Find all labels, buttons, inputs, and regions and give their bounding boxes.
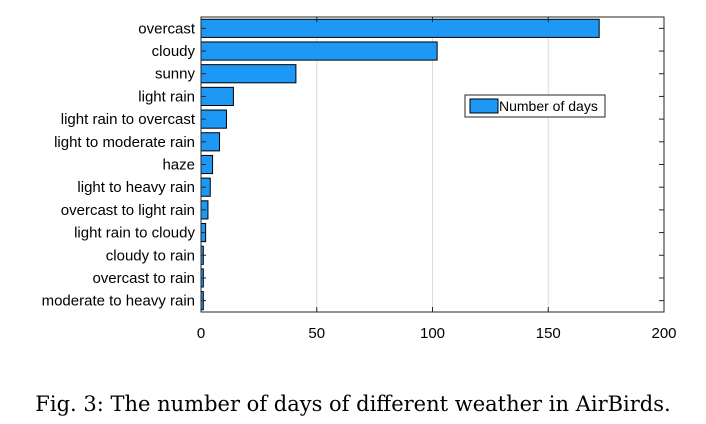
category-label: sunny — [155, 66, 196, 83]
x-tick-labels: 0 50 100 150 200 — [197, 325, 677, 342]
bar — [200, 41, 438, 61]
category-label: moderate to heavy rain — [42, 293, 195, 310]
category-label: overcast to light rain — [61, 202, 195, 219]
category-label: cloudy to rain — [106, 247, 195, 264]
legend-swatch — [469, 98, 499, 114]
bars — [200, 18, 600, 311]
bar — [200, 64, 297, 84]
category-label: light to moderate rain — [54, 134, 195, 151]
x-tick-label: 150 — [536, 325, 561, 342]
category-label: overcast — [138, 20, 196, 37]
figure-caption: Fig. 3: The number of days of different … — [35, 392, 671, 416]
bar — [200, 18, 600, 38]
category-labels: overcast cloudy sunny light rain light rain … — [42, 20, 196, 309]
x-tick-label: 50 — [308, 325, 325, 342]
category-label: cloudy — [152, 43, 196, 60]
category-label: light rain — [138, 88, 195, 105]
x-tick-label: 0 — [197, 325, 205, 342]
legend-box — [464, 94, 606, 118]
legend: Number of days — [464, 94, 606, 118]
ticks — [200, 17, 665, 312]
legend-label: Number of days — [499, 98, 598, 114]
category-label: light rain to overcast — [61, 111, 196, 128]
category-label: haze — [162, 157, 195, 174]
x-tick-label: 200 — [651, 325, 676, 342]
x-tick-label: 100 — [420, 325, 445, 342]
category-label: light to heavy rain — [77, 179, 195, 196]
category-label: light rain to cloudy — [74, 225, 195, 242]
category-label: overcast to rain — [92, 270, 195, 287]
grid-lines — [316, 17, 549, 312]
